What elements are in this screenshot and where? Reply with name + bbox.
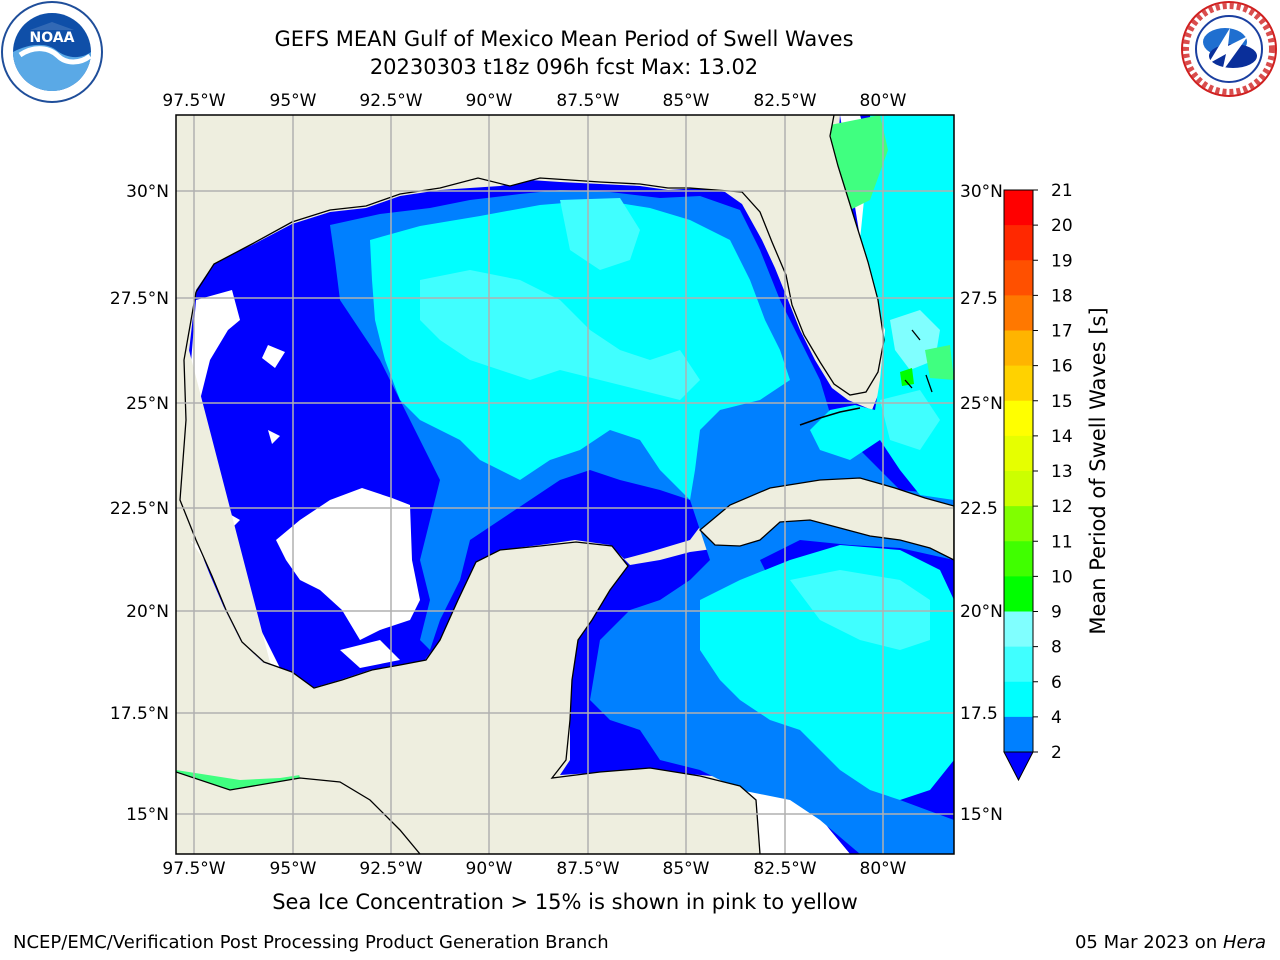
colorbar-block	[1004, 471, 1033, 507]
lon-label: 95°W	[270, 859, 317, 879]
colorbar-tick-label: 14	[1051, 427, 1073, 447]
lon-label: 92.5°W	[359, 91, 422, 111]
colorbar-tick-label: 15	[1051, 392, 1073, 412]
bahamas	[904, 329, 933, 393]
lon-label: 95°W	[270, 91, 317, 111]
lon-label: 90°W	[466, 91, 513, 111]
colorbar-block	[1004, 681, 1033, 718]
colorbar-block	[1004, 400, 1033, 437]
footer-credit: NCEP/EMC/Verification Post Processing Pr…	[13, 932, 609, 953]
colorbar-tick-label: 20	[1051, 216, 1073, 236]
colorbar-tick-label: 19	[1051, 251, 1073, 271]
nws-logo	[1181, 1, 1277, 97]
colorbar-ticks: 21 20 19 18 17 16 15 14 13 12 11 10 9 8 6 4 2	[1033, 181, 1073, 763]
lat-label: 15°N	[960, 805, 1003, 825]
lat-labels-right: 30°N 27.5 25°N 22.5 20°N 17.5 15°N	[960, 182, 1003, 825]
colorbar-block	[1004, 611, 1033, 648]
colorbar-tick-label: 21	[1051, 181, 1073, 201]
florida-keys	[799, 407, 861, 426]
coastline-central-america	[176, 771, 421, 854]
colorbar-block	[1004, 435, 1033, 472]
colorbar-label: Mean Period of Swell Waves [s]	[1086, 307, 1110, 634]
map-subtitle: 20230303 t18z 096h fcst Max: 13.02	[369, 55, 759, 79]
lat-label: 17.5	[960, 704, 998, 724]
colorbar-block	[1004, 506, 1033, 542]
colorbar-block	[1004, 295, 1033, 331]
colorbar-tick-label: 4	[1051, 708, 1062, 728]
florida-land-fill	[176, 115, 884, 395]
colorbar: 21 20 19 18 17 16 15 14 13 12 11 10 9 8 6 4 2 Mean Perio…	[1003, 181, 1110, 782]
colorbar-blocks	[1003, 189, 1034, 782]
map-frame	[175, 114, 955, 855]
sea-ice-caption: Sea Ice Concentration > 15% is shown in …	[272, 890, 858, 914]
lat-label: 20°N	[960, 602, 1003, 622]
lat-label: 22.5	[960, 499, 998, 519]
map-area	[176, 115, 954, 854]
lon-label: 82.5°W	[753, 91, 816, 111]
lat-label: 30°N	[126, 182, 169, 202]
colorbar-tick-label: 12	[1051, 497, 1073, 517]
lat-label: 25°N	[960, 394, 1003, 414]
coastline-mexico	[179, 291, 761, 854]
colorbar-block	[1004, 541, 1033, 577]
lat-labels-left: 30°N 27.5°N 25°N 22.5°N 20°N 17.5°N 15°N	[110, 182, 169, 825]
lon-label: 97.5°W	[162, 91, 225, 111]
lon-label: 80°W	[860, 91, 907, 111]
lat-label: 27.5	[960, 289, 998, 309]
colorbar-tick-label: 18	[1051, 286, 1073, 306]
footer-host: Hera	[1222, 932, 1266, 953]
cuba-land	[699, 477, 954, 561]
colorbar-block	[1004, 576, 1033, 612]
colorbar-tick-label: 17	[1051, 322, 1073, 342]
gridlines	[176, 115, 954, 854]
us-gulf-coast-land	[176, 115, 690, 300]
lon-label: 80°W	[860, 859, 907, 879]
colorbar-block	[1004, 225, 1033, 261]
lon-labels-top: 97.5°W 95°W 92.5°W 90°W 87.5°W 85°W 82.5…	[162, 91, 906, 111]
colorbar-tick-label: 10	[1051, 567, 1073, 587]
band-8-9s	[420, 198, 940, 650]
lon-label: 92.5°W	[359, 859, 422, 879]
footer-date: 05 Mar 2023 on Hera	[1075, 932, 1266, 953]
colorbar-tick-label: 11	[1051, 532, 1073, 552]
lat-label: 27.5°N	[110, 289, 169, 309]
lon-label: 97.5°W	[162, 859, 225, 879]
lat-label: 20°N	[126, 602, 169, 622]
colorbar-block	[1004, 260, 1033, 296]
colorbar-tick-label: 6	[1051, 673, 1062, 693]
colorbar-tick-label: 13	[1051, 462, 1073, 482]
lon-label: 85°W	[663, 859, 710, 879]
lat-label: 17.5°N	[110, 704, 169, 724]
noaa-logo: NOAA	[1, 1, 103, 103]
lon-label: 87.5°W	[556, 91, 619, 111]
colorbar-tick-label: 16	[1051, 357, 1073, 377]
colorbar-block	[1004, 716, 1033, 753]
colorbar-block	[1004, 365, 1033, 402]
coastline-us	[195, 115, 885, 396]
colorbar-extend-triangle	[1003, 751, 1034, 782]
lon-label: 90°W	[466, 859, 513, 879]
colorbar-tick-label: 9	[1051, 603, 1062, 623]
noaa-logo-text: NOAA	[30, 30, 75, 46]
colorbar-tick-label: 2	[1051, 743, 1062, 763]
lon-labels-bottom: 97.5°W 95°W 92.5°W 90°W 87.5°W 85°W 82.5…	[162, 859, 906, 879]
lat-label: 30°N	[960, 182, 1003, 202]
lon-label: 87.5°W	[556, 859, 619, 879]
colorbar-block	[1004, 190, 1033, 226]
colorbar-tick-label: 8	[1051, 638, 1062, 658]
lat-label: 25°N	[126, 394, 169, 414]
map-title: GEFS MEAN Gulf of Mexico Mean Period of …	[274, 27, 854, 51]
lon-label: 85°W	[663, 91, 710, 111]
colorbar-block	[1004, 330, 1033, 367]
lon-label: 82.5°W	[753, 859, 816, 879]
footer-date-text: 05 Mar 2023 on	[1074, 932, 1223, 953]
lat-label: 22.5°N	[110, 499, 169, 519]
colorbar-block	[1004, 646, 1033, 683]
lat-label: 15°N	[126, 805, 169, 825]
